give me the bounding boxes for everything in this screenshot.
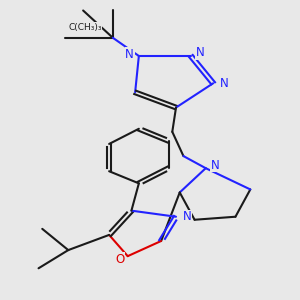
Text: N: N: [211, 159, 219, 172]
Text: C(CH₃)₃: C(CH₃)₃: [68, 23, 102, 32]
Text: N: N: [183, 210, 191, 223]
Text: N: N: [125, 48, 134, 61]
Text: O: O: [116, 253, 125, 266]
Text: N: N: [220, 77, 229, 90]
Text: N: N: [196, 46, 205, 59]
